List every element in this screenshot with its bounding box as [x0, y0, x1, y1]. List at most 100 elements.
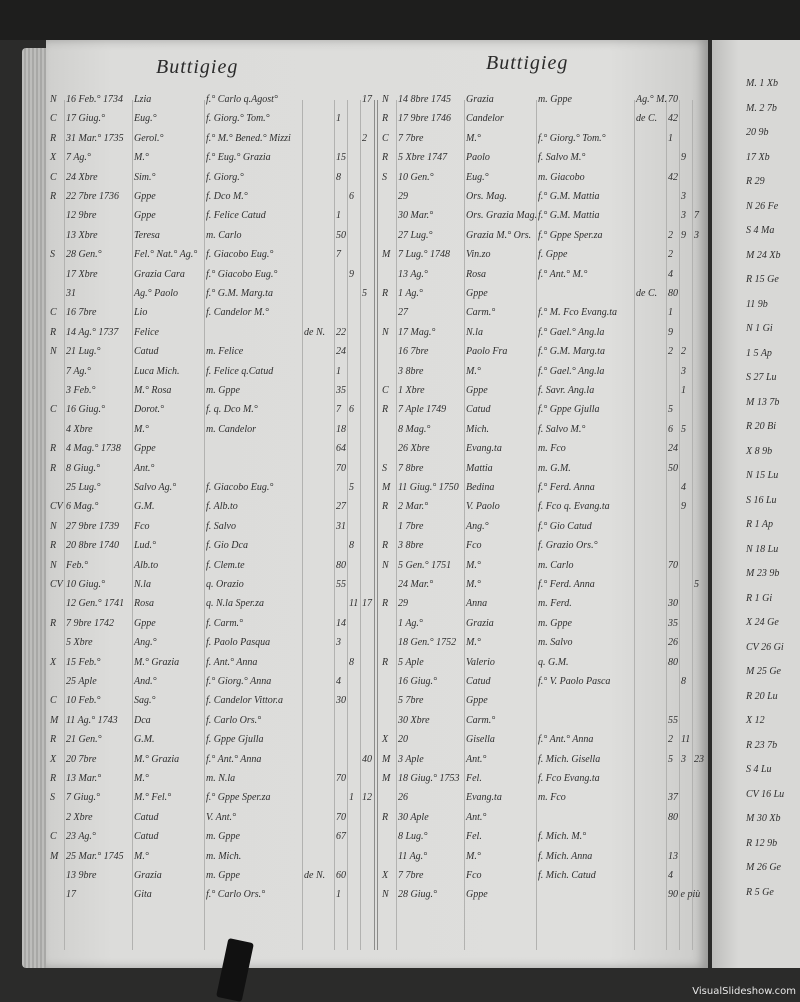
- entry-mark: R: [50, 132, 57, 144]
- register-entry: R 17 9bre 1746 Candelor de C. 42: [46, 113, 708, 132]
- entry-num1: 9: [668, 326, 673, 338]
- entry-date: 7 Ag.°: [66, 152, 91, 164]
- entry-name: Gppe: [134, 443, 156, 455]
- right-page-title: Buttigieg: [486, 52, 569, 74]
- next-page-entry: M 13 7b: [746, 396, 780, 408]
- entry-num1: 1: [336, 113, 341, 125]
- entry-date: 10 Feb.°: [66, 695, 101, 707]
- entry-name: Ag.° Paolo: [134, 288, 178, 299]
- entry-name: V. Paolo: [466, 501, 500, 513]
- entry-num2: 8: [349, 656, 354, 668]
- entry-num1: 13: [668, 850, 678, 862]
- entry-num1: 1: [668, 307, 673, 319]
- entry-date: 18 Giug.° 1753: [398, 773, 460, 784]
- entry-parents: m. G.M.: [538, 462, 571, 474]
- next-page-entry: X 12: [746, 715, 765, 726]
- entry-parents: f. Dco M.°: [206, 191, 248, 202]
- entry-mark: N: [50, 559, 57, 571]
- entry-name: Gppe: [134, 617, 156, 629]
- entry-name: Ang.°: [134, 637, 157, 649]
- next-page-entry: R 20 Bi: [746, 421, 776, 432]
- entry-date: 7 8bre: [398, 462, 424, 474]
- entry-mark: N: [382, 326, 389, 338]
- register-entry: 17 Gita f.° Carlo Ors.° 1: [46, 889, 708, 908]
- register-entry: X 15 Feb.° M.° Grazia f. Ant.° Anna 8: [46, 657, 708, 676]
- register-entry: 3 Feb.° M.° Rosa m. Gppe 35: [46, 385, 708, 404]
- entry-num1: 3: [336, 637, 341, 649]
- next-page-entry: R 12 9b: [746, 837, 778, 849]
- entry-date: 7 9bre 1742: [66, 617, 114, 629]
- register-entry: C 24 Xbre Sim.° f. Giorg.° 8: [46, 172, 708, 191]
- entry-name: Alb.to: [134, 559, 159, 571]
- entry-date: 31 Mar.° 1735: [66, 132, 124, 144]
- entry-parents: f.° Giacobo Eug.°: [206, 268, 278, 280]
- register-entry: N 27 9bre 1739 Fco f. Salvo 31: [46, 521, 708, 540]
- register-entry: R 14 Ag.° 1737 Felice de N. 22: [46, 327, 708, 346]
- entry-date: 28 Gen.°: [66, 249, 102, 261]
- entry-date: 11 Giug.° 1750: [398, 482, 459, 493]
- entry-num2: 9: [681, 501, 686, 513]
- entry-mark: R: [50, 773, 57, 784]
- entry-date: 5 Aple: [398, 656, 424, 668]
- entry-name: Fel.: [466, 773, 482, 784]
- entry-name: M.° Grazia: [134, 656, 180, 668]
- entry-mark: R: [50, 540, 57, 552]
- entry-parents: f. Mich. Gisella: [538, 753, 601, 765]
- entry-num2: 6: [349, 191, 354, 202]
- next-page-entry: N 15 Lu: [746, 470, 779, 481]
- ruled-line: [302, 100, 303, 950]
- entry-note: Ag.° M.: [636, 94, 667, 105]
- entry-name: Ang.°: [466, 520, 489, 532]
- next-page-entry: S 4 Ma: [746, 225, 775, 236]
- register-entry: R 20 8bre 1740 Lud.° f. Gio Dca 8: [46, 540, 708, 559]
- entry-name: Evang.ta: [466, 443, 502, 455]
- register-entry: 26 Xbre Evang.ta m. Fco 24: [46, 443, 708, 462]
- register-entry: S 7 8bre Mattia m. G.M. 50: [46, 463, 708, 482]
- entry-num2: 1: [681, 385, 686, 396]
- entry-parents: f. Gio Dca: [206, 540, 248, 552]
- entry-num1: 24: [336, 346, 346, 358]
- entry-parents: m. Gppe: [206, 831, 240, 843]
- entry-name: Gppe: [134, 210, 156, 222]
- entry-mark: R: [50, 326, 57, 338]
- entry-num1: 80: [336, 559, 346, 571]
- entry-parents: f. Mich. Anna: [538, 850, 593, 862]
- entry-num1: 37: [668, 792, 678, 804]
- entry-name: Catud: [134, 346, 159, 358]
- entry-parents: f.° M.° Bened.° Mizzi: [206, 132, 291, 144]
- register-entry: 27 Carm.° f.° M. Fco Evang.ta 1: [46, 307, 708, 326]
- register-entry: N 17 Mag.° N.la f.° Gael.° Ang.la 9: [46, 327, 708, 346]
- ruled-line: [204, 100, 205, 950]
- entry-mark: X: [382, 870, 389, 881]
- register-entry: 8 Lug.° Fel. f. Mich. M.°: [46, 831, 708, 850]
- entry-date: 20 7bre: [66, 753, 97, 765]
- entry-note: de C.: [636, 113, 658, 125]
- entry-name: M.° Rosa: [134, 385, 172, 396]
- entry-num1: 50: [668, 462, 678, 474]
- entry-date: 8 Giug.°: [66, 462, 100, 474]
- register-entry: 18 Gen.° 1752 M.° m. Salvo 26: [46, 637, 708, 656]
- entry-num2: 3: [681, 191, 686, 202]
- entry-name: Luca Mich.: [134, 365, 180, 377]
- ruled-line: [396, 100, 397, 950]
- register-entry: 25 Lug.° Salvo Ag.° f. Giacobo Eug.° 5: [46, 482, 708, 501]
- next-page-entry: M 24 Xb: [746, 249, 781, 261]
- entry-num3: 5: [694, 579, 699, 590]
- register-entry: CV 6 Mag.° G.M. f. Alb.to 27: [46, 501, 708, 520]
- entry-parents: f.° Gppe Sper.za: [206, 792, 271, 804]
- entry-name: Lud.°: [134, 540, 157, 552]
- entry-name: M.°: [466, 365, 481, 377]
- entry-name: Paolo Fra: [466, 346, 508, 358]
- entry-num2: 5: [681, 423, 686, 435]
- entry-num1: 5: [668, 404, 673, 416]
- entry-date: 16 7bre: [398, 346, 429, 358]
- entry-date: 24 Mar.°: [398, 579, 434, 590]
- entry-date: 27 9bre 1739: [66, 520, 119, 532]
- entry-date: 17 Mag.°: [398, 326, 436, 338]
- entry-name: M.°: [466, 850, 481, 862]
- register-entry: 4 Xbre M.° m. Candelor 18: [46, 424, 708, 443]
- register-entry: R 7 Aple 1749 Catud f.° Gppe Gjulla 5: [46, 404, 708, 423]
- entry-date: 7 Aple 1749: [398, 404, 447, 416]
- entry-num1: 7: [336, 249, 341, 261]
- entry-parents: f. Carm.°: [206, 617, 244, 629]
